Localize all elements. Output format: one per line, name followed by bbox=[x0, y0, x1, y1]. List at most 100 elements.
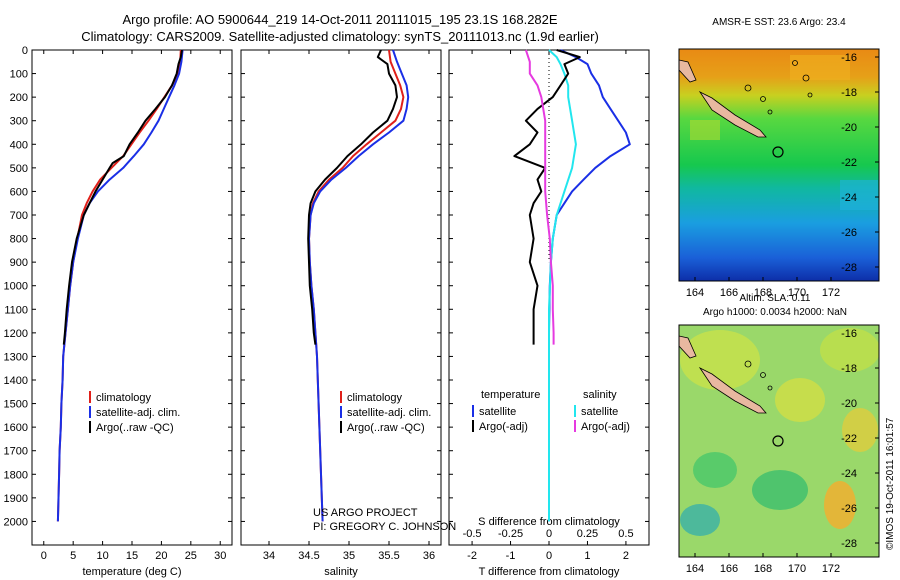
sla-lat-label: -28 bbox=[841, 538, 857, 550]
sla-lat-label: -18 bbox=[841, 363, 857, 375]
sst-map-frame bbox=[678, 48, 880, 282]
sla-blob bbox=[820, 328, 879, 372]
x-tick-label: 0 bbox=[41, 550, 47, 562]
sla-blob bbox=[693, 452, 737, 488]
x-tick-label: 5 bbox=[70, 550, 76, 562]
sla-lon-label: 164 bbox=[686, 563, 704, 575]
legend-label: satellite bbox=[581, 406, 618, 418]
depth-tick-label: 2000 bbox=[4, 516, 28, 528]
sla-lat-label: -16 bbox=[841, 328, 857, 340]
x-tick-label: 36 bbox=[423, 550, 435, 562]
sst-island bbox=[744, 84, 752, 92]
sla-argo-location-marker bbox=[772, 435, 784, 447]
sst-argo-location-marker bbox=[772, 146, 784, 158]
sla-map-title-line2: Argo h1000: 0.0034 h2000: NaN bbox=[703, 307, 847, 318]
sst-map-title: AMSR-E SST: 23.6 Argo: 23.4 bbox=[712, 17, 846, 28]
salinity-series-satellite bbox=[308, 49, 410, 522]
sst-island bbox=[767, 109, 773, 115]
x-tick2-label: 0.5 bbox=[618, 528, 633, 540]
sst-lat-label: -16 bbox=[841, 52, 857, 64]
sst-lat-label: -22 bbox=[841, 157, 857, 169]
sst-lat-label: -28 bbox=[841, 262, 857, 274]
legend-label: Argo(-adj) bbox=[581, 421, 630, 433]
timestamp-stamp: ©IMOS 19-Oct-2011 16:01:57 bbox=[885, 417, 896, 550]
depth-tick-label: 500 bbox=[10, 163, 28, 175]
depth-tick-label: 400 bbox=[10, 139, 28, 151]
sla-lat-label: -26 bbox=[841, 503, 857, 515]
depth-tick-label: 800 bbox=[10, 234, 28, 246]
sst-land-north bbox=[679, 59, 697, 83]
x-tick2-label: 0 bbox=[546, 528, 552, 540]
salinity-panel: 34 34.5 35 35.5 36 salinity climatology satelli… bbox=[263, 49, 435, 578]
sla-map-title-line1: Altim. SLA: 0.11 bbox=[740, 293, 811, 304]
sla-lon-label: 168 bbox=[754, 563, 772, 575]
sst-lon-label: 166 bbox=[720, 287, 738, 299]
x-tick-label: 35 bbox=[343, 550, 355, 562]
x-tick-label: 1 bbox=[584, 550, 590, 562]
difference-series-s-argo bbox=[524, 49, 555, 345]
x-tick-label: -1 bbox=[506, 550, 516, 562]
legend-label: climatology bbox=[347, 392, 403, 404]
legend-label: satellite bbox=[479, 406, 516, 418]
depth-tick-label: 600 bbox=[10, 186, 28, 198]
sst-patch bbox=[690, 120, 720, 140]
sla-lon-label: 166 bbox=[720, 563, 738, 575]
sst-lon-label: 172 bbox=[822, 287, 840, 299]
depth-axis: 0 100 200 300 400 500 600 700 800 900 1000 1100 1200… bbox=[4, 45, 649, 528]
sla-map bbox=[678, 324, 880, 558]
depth-tick-label: 1200 bbox=[4, 328, 28, 340]
sla-lon-label: 170 bbox=[788, 563, 806, 575]
depth-tick-label: 1100 bbox=[4, 304, 28, 316]
s-difference-axis-label: S difference from climatology bbox=[478, 516, 620, 528]
depth-tick-label: 1600 bbox=[4, 422, 28, 434]
sst-lat-label: -24 bbox=[841, 192, 857, 204]
depth-tick-label: 0 bbox=[22, 45, 28, 57]
sla-land-north bbox=[679, 335, 697, 359]
sst-lat-label: -26 bbox=[841, 227, 857, 239]
depth-tick-label: 300 bbox=[10, 116, 28, 128]
sla-map-frame bbox=[678, 324, 880, 558]
salinity-x-axis-label: salinity bbox=[324, 566, 358, 578]
temperature-series-argo bbox=[62, 49, 183, 345]
sla-new-caledonia bbox=[698, 366, 767, 414]
sla-island bbox=[760, 372, 766, 378]
sla-blob bbox=[842, 408, 878, 452]
x-tick-label: 34 bbox=[263, 550, 275, 562]
difference-panel: -2 -1 0 1 2T difference from climatology -0.5… bbox=[463, 49, 634, 578]
x-tick-label: 0 bbox=[546, 550, 552, 562]
sla-lat-label: -20 bbox=[841, 398, 857, 410]
sst-lon-label: 164 bbox=[686, 287, 704, 299]
legend-label: Argo(..raw -QC) bbox=[96, 422, 174, 434]
sst-island bbox=[807, 92, 813, 98]
temperature-panel: 0 5 10 15 20 25 30 temperature (deg C) climatolo… bbox=[41, 49, 226, 578]
temperature-x-axis-label: temperature (deg C) bbox=[82, 566, 181, 578]
depth-tick-label: 1000 bbox=[4, 281, 28, 293]
figure-title-line2: Climatology: CARS2009. Satellite-adjuste… bbox=[81, 29, 599, 44]
sla-blob bbox=[824, 481, 856, 529]
temperature-plot-frame bbox=[31, 49, 233, 546]
sst-warm-patch bbox=[790, 55, 850, 80]
x-tick2-label: -0.5 bbox=[463, 528, 482, 540]
sla-blob bbox=[775, 378, 825, 422]
difference-x-axis-label: T difference from climatology bbox=[479, 566, 620, 578]
sla-lat-label: -24 bbox=[841, 468, 857, 480]
legend-label: satellite-adj. clim. bbox=[347, 407, 431, 419]
sst-field bbox=[679, 49, 879, 281]
salinity-series-climatology bbox=[308, 49, 405, 522]
x-tick-label: -2 bbox=[467, 550, 477, 562]
x-tick2-label: -0.25 bbox=[498, 528, 523, 540]
figure-title-line1: Argo profile: AO 5900644_219 14-Oct-2011… bbox=[122, 12, 558, 27]
sst-new-caledonia bbox=[698, 90, 767, 138]
x-tick-label: 30 bbox=[214, 550, 226, 562]
sst-cool-patch bbox=[840, 180, 878, 210]
salinity-plot-frame bbox=[240, 49, 442, 546]
sst-lon-label: 168 bbox=[754, 287, 772, 299]
temperature-series-climatology bbox=[56, 49, 182, 522]
sst-island bbox=[760, 96, 766, 102]
sst-lat-label: -18 bbox=[841, 87, 857, 99]
x-tick-label: 35.5 bbox=[378, 550, 399, 562]
sla-lon-label: 172 bbox=[822, 563, 840, 575]
sla-blob bbox=[752, 470, 808, 510]
sst-lon-label: 170 bbox=[788, 287, 806, 299]
